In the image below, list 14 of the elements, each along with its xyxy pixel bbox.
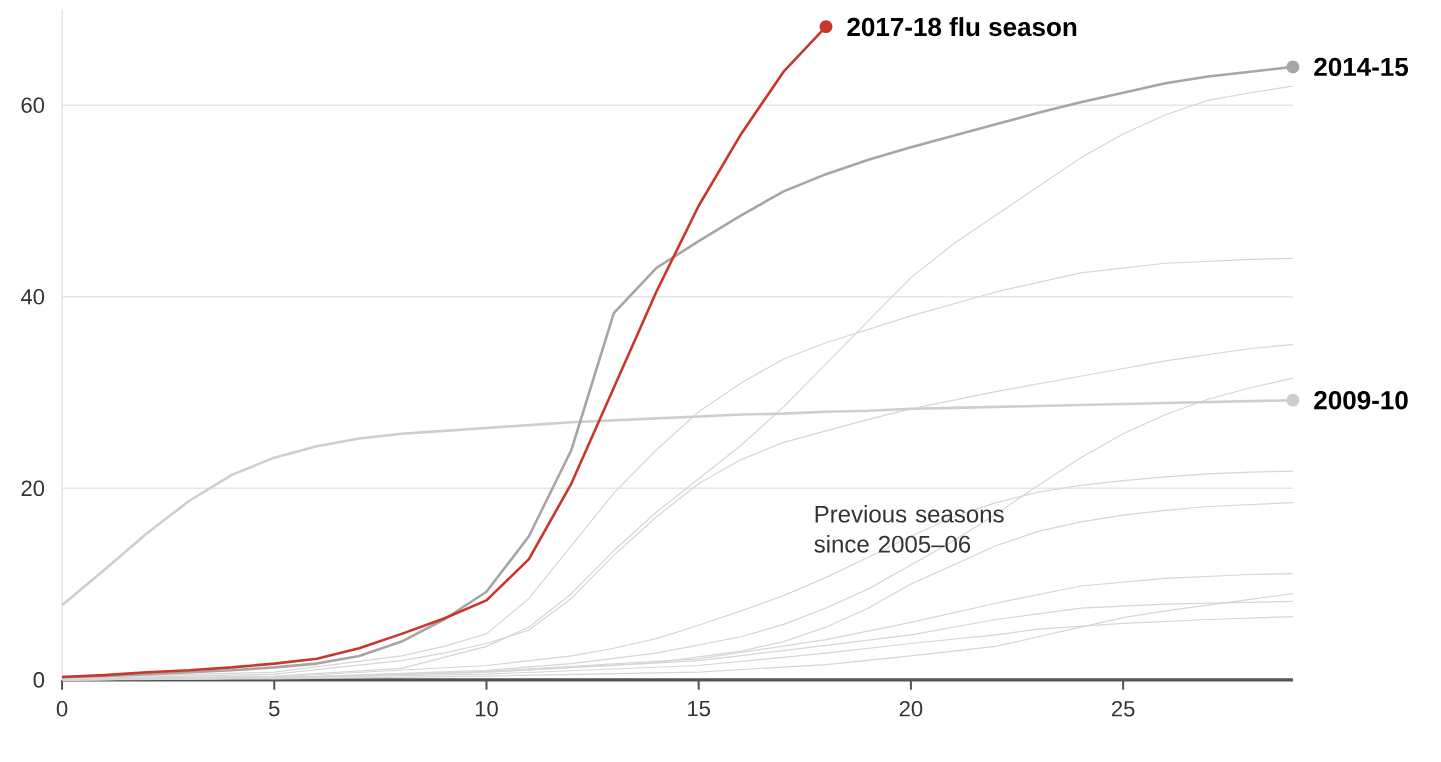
x-tick-label: 10 xyxy=(475,701,498,717)
annotation: Previous seasons since 2005–06 xyxy=(814,505,1004,553)
x-tick-label: 5 xyxy=(269,700,280,717)
y-tick-label: 0 xyxy=(33,672,45,688)
y-tick-label: 40 xyxy=(20,289,45,305)
series-label: 2017-18 flu season xyxy=(847,17,1077,37)
series-label: 2014-15 xyxy=(1314,57,1409,77)
x-tick-label: 0 xyxy=(56,701,68,717)
x-tick-label: 25 xyxy=(1111,701,1135,717)
y-tick-label: 60 xyxy=(21,97,45,114)
x-tick-label: 15 xyxy=(688,700,710,717)
y-tick-label: 20 xyxy=(21,480,45,497)
x-tick-label: 20 xyxy=(899,701,923,717)
series-label: 2009-10 xyxy=(1314,391,1408,410)
